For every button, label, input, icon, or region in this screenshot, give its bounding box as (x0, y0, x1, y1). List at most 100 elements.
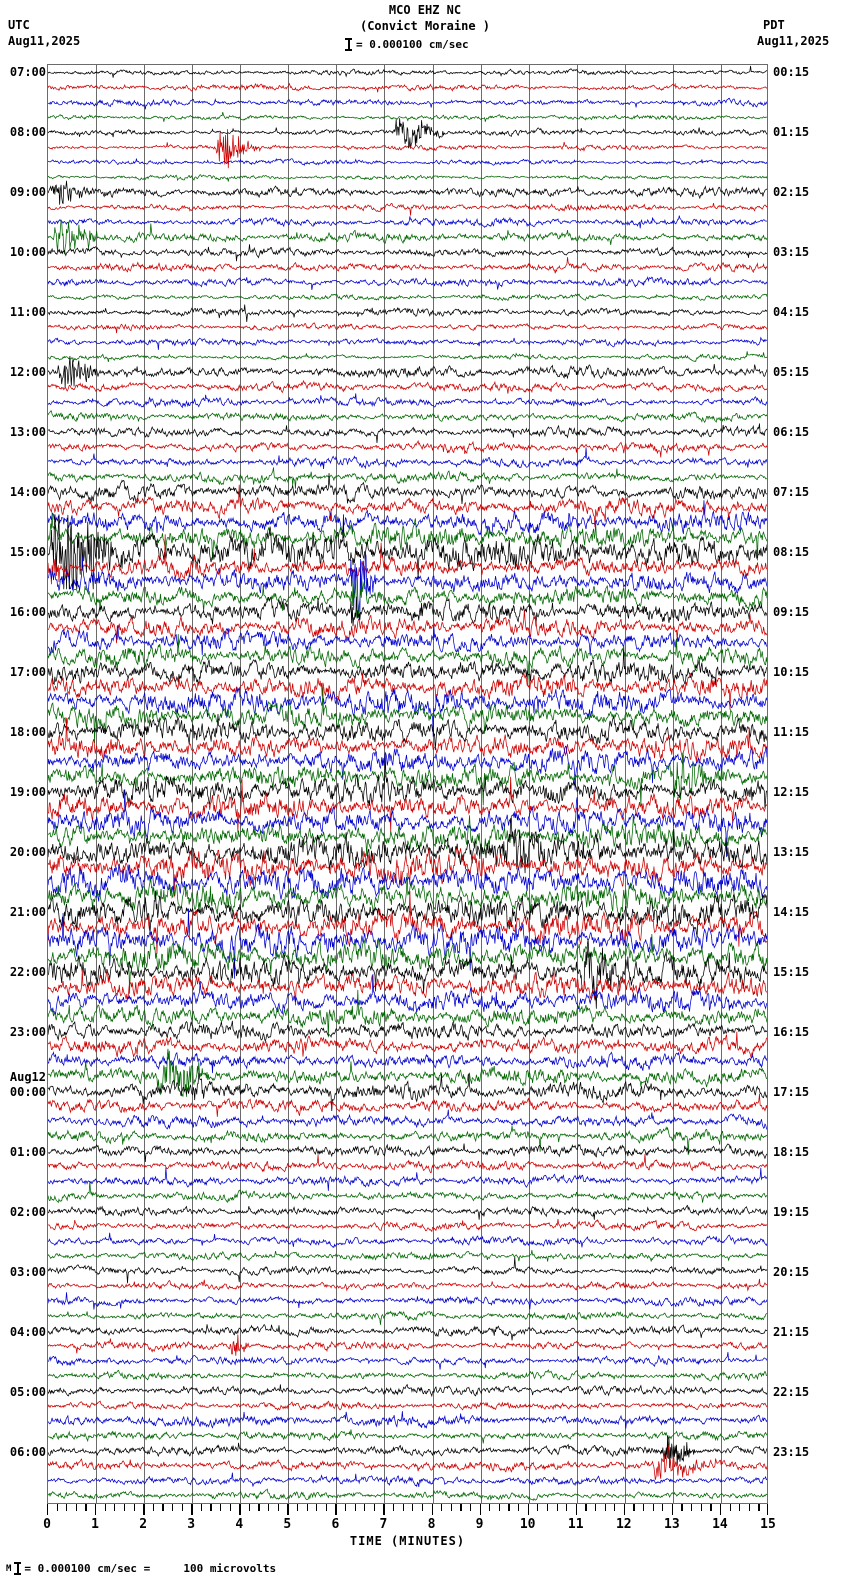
utc-hour-label-2300: 23:00 (9, 1024, 46, 1039)
trace-row-61 (48, 970, 767, 1006)
trace-row-49 (48, 776, 767, 833)
trace-row-78 (48, 1232, 767, 1249)
pdt-hour-label-0115: 01:15 (773, 124, 810, 139)
utc-hour-label-0200: 02:00 (9, 1204, 46, 1219)
axis-tick-minor-13-3 (700, 1504, 702, 1511)
gridline-minute-4 (240, 65, 242, 1503)
pdt-hour-label-0215: 02:15 (773, 184, 810, 199)
axis-tick-minor-6-3 (364, 1504, 366, 1511)
axis-tick-minor-8-2 (450, 1504, 452, 1511)
trace-row-17 (48, 322, 767, 334)
axis-label-10: 10 (519, 1517, 536, 1532)
pdt-hour-label-1415: 14:15 (773, 904, 810, 919)
axis-tick-minor-1-4 (133, 1504, 135, 1511)
gridline-minute-9 (480, 65, 482, 1503)
axis-tick-minor-10-1 (537, 1504, 539, 1511)
trace-row-20 (48, 355, 767, 389)
trace-row-94 (48, 1472, 767, 1488)
trace-row-44 (48, 713, 767, 751)
trace-row-85 (48, 1334, 767, 1356)
trace-row-53 (48, 846, 767, 898)
utc-hour-label-1600: 16:00 (9, 604, 46, 619)
trace-row-29 (48, 484, 767, 528)
utc-hour-label-2200: 22:00 (9, 964, 46, 979)
trace-row-87 (48, 1369, 767, 1382)
axis-tick-minor-1-2 (114, 1504, 116, 1511)
pdt-hour-label-2015: 20:15 (773, 1264, 810, 1279)
axis-tick-minor-10-3 (556, 1504, 558, 1511)
trace-row-90 (48, 1411, 767, 1429)
trace-row-60 (48, 939, 767, 1009)
utc-hour-label-1200: 12:00 (9, 364, 46, 379)
pdt-hour-label-1015: 10:15 (773, 664, 810, 679)
trace-row-1 (48, 82, 767, 93)
trace-row-64 (48, 1020, 767, 1043)
axis-tick-major-3 (191, 1504, 193, 1515)
axis-tick-minor-2-1 (152, 1504, 154, 1511)
pdt-hour-label-0715: 07:15 (773, 484, 810, 499)
axis-tick-minor-9-1 (489, 1504, 491, 1511)
trace-row-4 (48, 118, 767, 149)
trace-row-25 (48, 439, 767, 458)
trace-row-74 (48, 1167, 767, 1191)
utc-hour-label-0000: 00:00 (9, 1084, 46, 1099)
trace-row-91 (48, 1429, 767, 1444)
axis-tick-minor-3-2 (210, 1504, 212, 1511)
trace-row-77 (48, 1219, 767, 1233)
footer-scale-bar-icon (14, 1562, 22, 1575)
axis-tick-major-2 (143, 1504, 145, 1515)
axis-tick-major-11 (575, 1504, 578, 1515)
axis-tick-major-6 (335, 1504, 337, 1515)
axis-tick-minor-14-1 (729, 1504, 731, 1511)
trace-row-26 (48, 447, 767, 470)
gridline-minute-12 (624, 65, 626, 1503)
trace-row-93 (48, 1444, 767, 1480)
trace-row-3 (48, 111, 767, 122)
trace-row-27 (48, 467, 767, 489)
pdt-hour-label-1515: 15:15 (773, 964, 810, 979)
trace-row-66 (48, 1051, 767, 1074)
pdt-hour-label-1615: 16:15 (773, 1024, 810, 1039)
axis-tick-major-0 (47, 1504, 49, 1515)
axis-tick-minor-1-1 (104, 1504, 106, 1511)
gridline-minute-1 (96, 65, 98, 1503)
trace-row-84 (48, 1324, 767, 1341)
gridline-minute-3 (192, 65, 194, 1503)
trace-row-67 (48, 1048, 767, 1097)
trace-row-71 (48, 1125, 767, 1156)
axis-tick-minor-7-2 (402, 1504, 404, 1511)
axis-tick-minor-0-3 (75, 1504, 78, 1511)
axis-tick-minor-4-3 (268, 1504, 270, 1511)
footer-scale-text: = 0.000100 cm/sec = 100 microvolts (24, 1562, 277, 1575)
gridline-minute-13 (672, 65, 674, 1503)
axis-tick-minor-7-3 (412, 1504, 414, 1511)
pdt-hour-label-2315: 23:15 (773, 1444, 810, 1459)
trace-row-70 (48, 1109, 767, 1130)
trace-row-47 (48, 752, 767, 806)
micro-symbol: Μ (6, 1563, 12, 1574)
utc-hour-label-1500: 15:00 (9, 544, 46, 559)
pdt-hour-label-0015: 00:15 (773, 64, 810, 79)
station-location: (Convict Moraine ) (359, 19, 491, 33)
trace-row-16 (48, 304, 767, 323)
trace-row-23 (48, 410, 767, 423)
trace-row-92 (48, 1435, 767, 1469)
pdt-hour-label-0415: 04:15 (773, 304, 810, 319)
axis-tick-minor-7-1 (393, 1504, 395, 1511)
axis-label-4: 4 (235, 1517, 244, 1532)
pdt-hour-label-0615: 06:15 (773, 424, 810, 439)
trace-row-55 (48, 872, 767, 918)
utc-hour-label-1700: 17:00 (9, 664, 46, 679)
trace-row-21 (48, 379, 767, 394)
scale-bar-icon (345, 38, 352, 51)
pdt-hour-label-1815: 18:15 (773, 1144, 810, 1159)
axis-tick-major-4 (239, 1504, 241, 1515)
trace-row-43 (48, 686, 767, 744)
axis-tick-minor-4-4 (277, 1504, 279, 1511)
trace-row-39 (48, 634, 767, 686)
trace-row-89 (48, 1400, 767, 1411)
axis-tick-minor-14-3 (748, 1504, 750, 1511)
trace-row-2 (48, 97, 767, 110)
seismogram-traces (48, 65, 767, 1503)
helicorder-plot[interactable]: 07:00 08:00 09:00 10:00 11:00 12:00 13:00 14:00… (10, 64, 809, 1504)
